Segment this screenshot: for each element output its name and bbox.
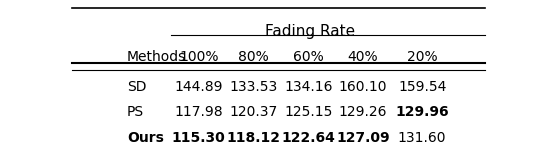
Text: 133.53: 133.53 xyxy=(230,81,277,94)
Text: Ours: Ours xyxy=(127,131,164,142)
Text: 118.12: 118.12 xyxy=(226,131,281,142)
Text: Fading Rate: Fading Rate xyxy=(265,24,355,39)
Text: 131.60: 131.60 xyxy=(398,131,447,142)
Text: 160.10: 160.10 xyxy=(339,81,387,94)
Text: 127.09: 127.09 xyxy=(336,131,390,142)
Text: 20%: 20% xyxy=(407,50,437,64)
Text: 100%: 100% xyxy=(179,50,219,64)
Text: 134.16: 134.16 xyxy=(284,81,332,94)
Text: Methods: Methods xyxy=(127,50,186,64)
Text: 144.89: 144.89 xyxy=(175,81,223,94)
Text: 129.26: 129.26 xyxy=(339,105,387,119)
Text: 122.64: 122.64 xyxy=(281,131,335,142)
Text: 117.98: 117.98 xyxy=(175,105,223,119)
Text: 159.54: 159.54 xyxy=(398,81,446,94)
Text: PS: PS xyxy=(127,105,144,119)
Text: 120.37: 120.37 xyxy=(230,105,277,119)
Text: 115.30: 115.30 xyxy=(172,131,226,142)
Text: 60%: 60% xyxy=(293,50,324,64)
Text: 129.96: 129.96 xyxy=(395,105,449,119)
Text: 40%: 40% xyxy=(348,50,379,64)
Text: 125.15: 125.15 xyxy=(284,105,332,119)
Text: SD: SD xyxy=(127,81,146,94)
Text: 80%: 80% xyxy=(238,50,269,64)
